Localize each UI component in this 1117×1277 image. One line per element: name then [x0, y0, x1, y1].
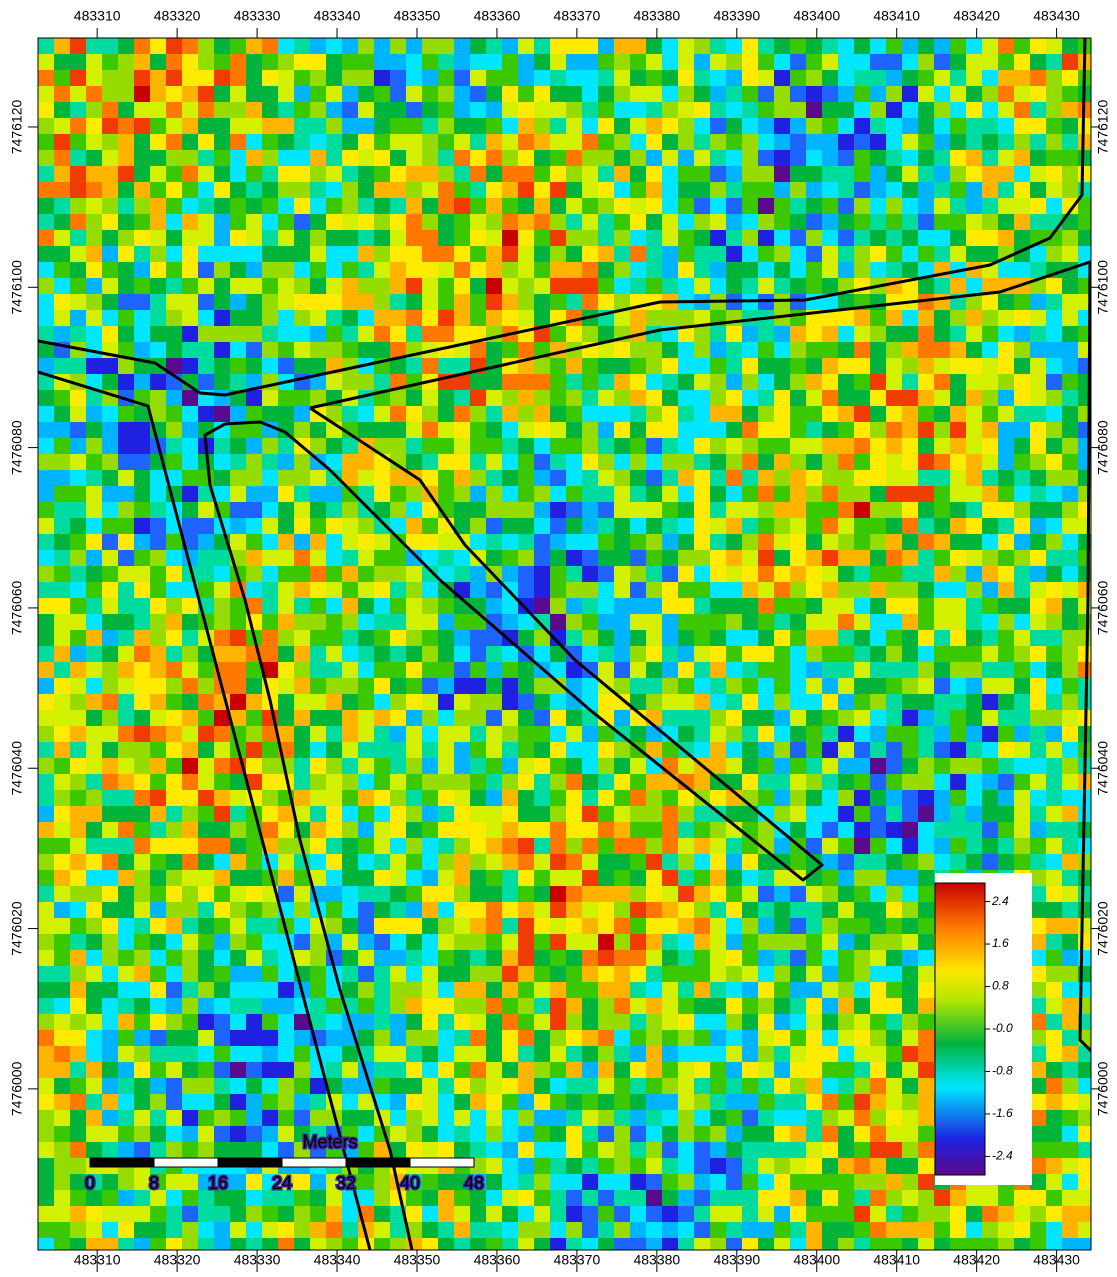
scale-label: 32 — [336, 1173, 356, 1193]
scale-segment — [346, 1158, 410, 1167]
scale-label: 0 — [85, 1173, 95, 1193]
y-tick-label: 7476000 — [9, 1061, 25, 1116]
x-tick-label: 483420 — [953, 8, 1000, 24]
x-tick-label: 483360 — [474, 8, 521, 24]
scale-label: 8 — [149, 1173, 159, 1193]
colorbar-tick-label: -1.6 — [992, 1106, 1013, 1120]
x-tick-label: 483400 — [793, 8, 840, 24]
x-tick-label: 483330 — [234, 8, 281, 24]
y-tick-label: 7476040 — [9, 741, 25, 796]
scale-segment — [282, 1158, 346, 1167]
y-tick-label: 7476060 — [9, 580, 25, 635]
colorbar-tick-label: 2.4 — [991, 894, 1009, 908]
y-tick-label: 7476080 — [9, 420, 25, 475]
scale-label: 40 — [400, 1173, 420, 1193]
scale-segment — [410, 1158, 474, 1167]
scale-segment — [90, 1158, 154, 1167]
scale-label: 16 — [208, 1173, 228, 1193]
colorbar-tick-label: -2.4 — [992, 1149, 1013, 1163]
x-tick-label: 483310 — [74, 8, 121, 24]
colorbar-tick-label: 1.6 — [992, 936, 1009, 950]
x-tick-label: 483320 — [154, 8, 201, 24]
scale-segment — [154, 1158, 218, 1167]
scale-segment — [218, 1158, 282, 1167]
y-tick-label: 7476020 — [9, 901, 25, 956]
colorbar-tick-label: -0.0 — [992, 1021, 1013, 1035]
y-tick-label: 7476100 — [9, 260, 25, 315]
scale-label: 48 — [464, 1173, 484, 1193]
x-tick-label: 483380 — [633, 8, 680, 24]
colorbar-tick-label: 0.8 — [992, 979, 1009, 993]
x-tick-label: 483350 — [394, 8, 441, 24]
map-view: Meters081624324048 483310483310483320483… — [0, 0, 1117, 1277]
x-tick-label: 483410 — [873, 8, 920, 24]
x-tick-label: 483390 — [713, 8, 760, 24]
scale-title: Meters — [302, 1132, 357, 1152]
colorbar — [935, 883, 985, 1175]
x-tick-label: 483370 — [554, 8, 601, 24]
x-tick-label: 483430 — [1033, 8, 1080, 24]
colorbar-tick-label: -0.8 — [992, 1064, 1013, 1078]
scale-label: 24 — [272, 1173, 292, 1193]
x-tick-label: 483340 — [314, 8, 361, 24]
y-tick-label: 7476120 — [9, 100, 25, 155]
